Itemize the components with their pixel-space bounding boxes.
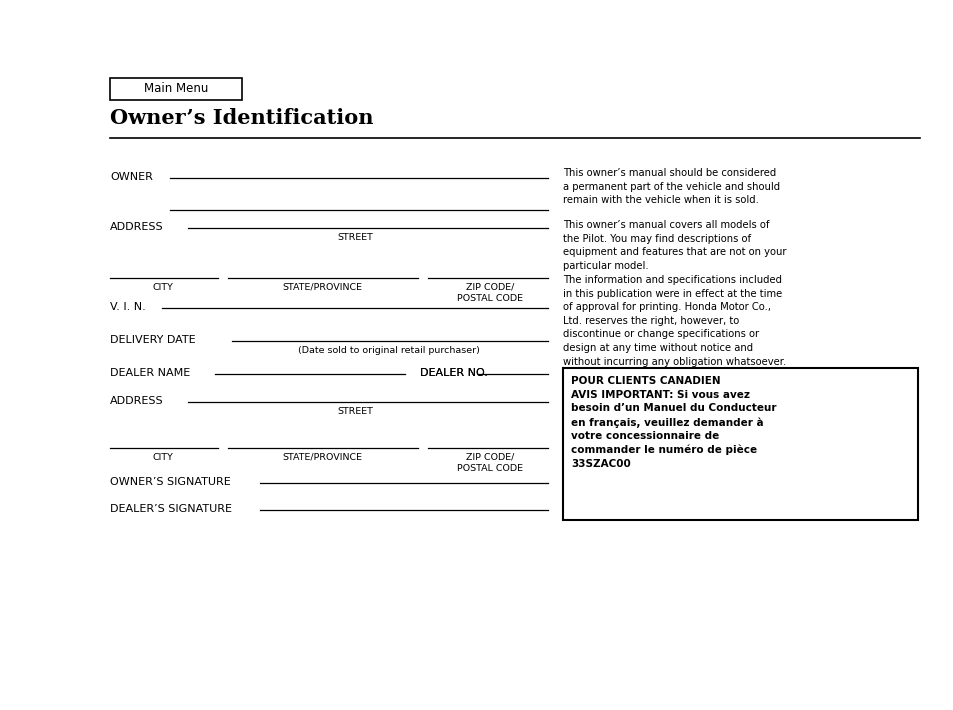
Text: OWNER’S SIGNATURE: OWNER’S SIGNATURE [110,477,231,487]
Text: (Date sold to original retail purchaser): (Date sold to original retail purchaser) [297,346,479,355]
Text: STREET: STREET [336,407,373,416]
Text: This owner’s manual should be considered
a permanent part of the vehicle and sho: This owner’s manual should be considered… [562,168,780,205]
Text: DEALER NAME: DEALER NAME [110,368,190,378]
Text: POUR CLIENTS CANADIEN
AVIS IMPORTANT: Si vous avez
besoin d’un Manuel du Conduct: POUR CLIENTS CANADIEN AVIS IMPORTANT: Si… [571,376,776,469]
Text: STREET: STREET [336,233,373,242]
Text: OWNER: OWNER [110,172,152,182]
Text: DELIVERY DATE: DELIVERY DATE [110,335,195,345]
Text: DEALER NO.: DEALER NO. [419,368,487,378]
Text: STATE/PROVINCE: STATE/PROVINCE [282,453,361,462]
FancyBboxPatch shape [110,78,242,100]
Text: DEALER NO.: DEALER NO. [419,368,487,378]
Text: ADDRESS: ADDRESS [110,222,164,232]
Text: ZIP CODE/
POSTAL CODE: ZIP CODE/ POSTAL CODE [456,453,522,473]
Text: CITY: CITY [152,283,173,292]
Text: This owner’s manual covers all models of
the Pilot. You may find descriptions of: This owner’s manual covers all models of… [562,220,785,271]
Text: ZIP CODE/
POSTAL CODE: ZIP CODE/ POSTAL CODE [456,283,522,303]
Text: STATE/PROVINCE: STATE/PROVINCE [282,283,361,292]
Text: The information and specifications included
in this publication were in effect a: The information and specifications inclu… [562,275,785,366]
Text: CITY: CITY [152,453,173,462]
Text: Owner’s Identification: Owner’s Identification [110,108,374,128]
Text: DEALER’S SIGNATURE: DEALER’S SIGNATURE [110,504,232,514]
FancyBboxPatch shape [562,368,917,520]
Text: V. I. N.: V. I. N. [110,302,146,312]
Text: Main Menu: Main Menu [144,82,208,96]
Text: ADDRESS: ADDRESS [110,396,164,406]
